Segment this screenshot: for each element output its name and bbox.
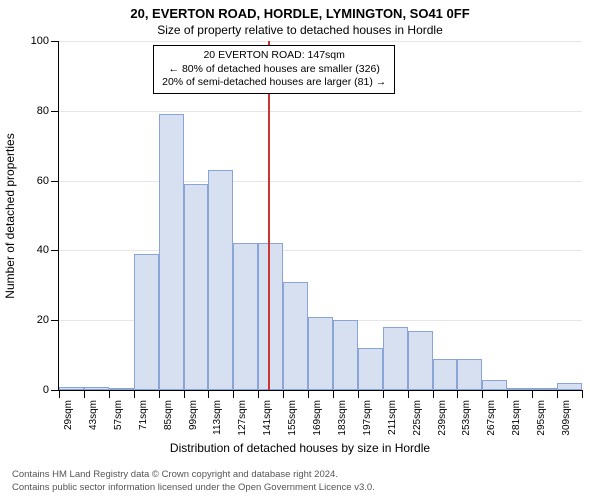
x-axis-label: Distribution of detached houses by size … [0, 441, 600, 455]
x-tick [308, 390, 309, 398]
x-tick-label: 141sqm [262, 400, 273, 436]
histogram-bar [134, 254, 159, 390]
footer-line-1: Contains HM Land Registry data © Crown c… [12, 469, 375, 481]
histogram-bar [433, 359, 458, 390]
x-tick-label: 127sqm [237, 400, 248, 436]
x-tick [333, 390, 334, 398]
histogram-bar [159, 114, 184, 390]
x-tick [59, 390, 60, 398]
chart-area: Number of detached properties 0204060801… [58, 41, 582, 391]
x-tick-label: 85sqm [163, 400, 174, 430]
histogram-bar [557, 383, 582, 390]
x-tick-label: 183sqm [337, 400, 348, 436]
x-tick-label: 309sqm [561, 400, 572, 436]
x-tick [383, 390, 384, 398]
y-tick-label: 0 [43, 384, 59, 396]
x-tick [159, 390, 160, 398]
x-tick [457, 390, 458, 398]
gridline [59, 181, 582, 182]
y-tick-label: 40 [37, 244, 59, 256]
histogram-bar [109, 388, 134, 390]
x-tick-label: 155sqm [287, 400, 298, 436]
annotation-line-3: 20% of semi-detached houses are larger (… [162, 76, 386, 90]
x-tick [557, 390, 558, 398]
x-tick-label: 113sqm [212, 400, 223, 435]
x-tick-label: 267sqm [486, 400, 497, 436]
gridline [59, 250, 582, 251]
x-tick [134, 390, 135, 398]
x-tick-label: 225sqm [412, 400, 423, 436]
annotation-line-1: 20 EVERTON ROAD: 147sqm [162, 49, 386, 63]
histogram-bar [358, 348, 383, 390]
histogram-bar [532, 388, 557, 390]
plot-area: 02040608010029sqm43sqm57sqm71sqm85sqm99s… [58, 41, 582, 391]
histogram-bar [258, 243, 283, 390]
footer-line-2: Contains public sector information licen… [12, 482, 375, 494]
y-axis-label: Number of detached properties [3, 133, 17, 298]
x-tick [582, 390, 583, 398]
y-tick-label: 80 [37, 105, 59, 117]
histogram-bar [457, 359, 482, 390]
histogram-bar [408, 331, 433, 390]
x-tick [433, 390, 434, 398]
chart-title-main: 20, EVERTON ROAD, HORDLE, LYMINGTON, SO4… [0, 0, 600, 21]
x-tick-label: 29sqm [63, 400, 74, 430]
x-tick [208, 390, 209, 398]
y-tick-label: 20 [37, 314, 59, 326]
annotation-line-2: ← 80% of detached houses are smaller (32… [162, 63, 386, 77]
x-tick-label: 253sqm [461, 400, 472, 436]
histogram-bar [308, 317, 333, 390]
annotation-box: 20 EVERTON ROAD: 147sqm← 80% of detached… [153, 45, 395, 94]
x-tick-label: 169sqm [312, 400, 323, 436]
histogram-bar [233, 243, 258, 390]
x-tick [532, 390, 533, 398]
histogram-bar [507, 388, 532, 390]
x-tick-label: 71sqm [138, 400, 149, 430]
histogram-bar [59, 387, 84, 390]
x-tick-label: 239sqm [437, 400, 448, 436]
x-tick-label: 43sqm [88, 400, 99, 430]
x-tick-label: 211sqm [387, 400, 398, 435]
gridline [59, 111, 582, 112]
x-tick [283, 390, 284, 398]
x-tick-label: 99sqm [188, 400, 199, 430]
histogram-bar [482, 380, 507, 390]
x-tick-label: 57sqm [113, 400, 124, 430]
y-tick-label: 60 [37, 175, 59, 187]
histogram-bar [333, 320, 358, 390]
x-tick-label: 295sqm [536, 400, 547, 436]
x-tick [233, 390, 234, 398]
y-tick-label: 100 [31, 35, 59, 47]
x-tick [184, 390, 185, 398]
footer-attribution: Contains HM Land Registry data © Crown c… [12, 469, 375, 494]
x-tick [258, 390, 259, 398]
gridline [59, 41, 582, 42]
histogram-bar [208, 170, 233, 390]
histogram-bar [84, 387, 109, 390]
x-tick [408, 390, 409, 398]
x-tick [482, 390, 483, 398]
histogram-bar [283, 282, 308, 390]
x-tick [109, 390, 110, 398]
histogram-bar [184, 184, 209, 390]
chart-title-sub: Size of property relative to detached ho… [0, 21, 600, 41]
x-tick-label: 281sqm [511, 400, 522, 436]
x-tick [358, 390, 359, 398]
histogram-bar [383, 327, 408, 390]
x-tick [84, 390, 85, 398]
x-tick-label: 197sqm [362, 400, 373, 436]
x-tick [507, 390, 508, 398]
